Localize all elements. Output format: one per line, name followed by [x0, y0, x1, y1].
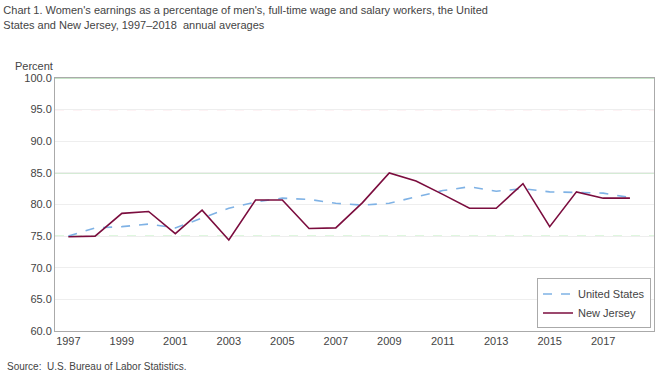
svg-text:2017: 2017: [591, 335, 615, 347]
svg-text:2009: 2009: [377, 335, 401, 347]
svg-text:2015: 2015: [537, 335, 561, 347]
svg-text:1999: 1999: [110, 335, 134, 347]
svg-text:85.0: 85.0: [30, 167, 51, 179]
svg-text:95.0: 95.0: [30, 103, 51, 115]
svg-text:Source: U.S. Bureau of Labor: Source: U.S. Bureau of Labor Statistics.: [7, 361, 187, 372]
svg-text:2013: 2013: [484, 335, 508, 347]
svg-text:70.0: 70.0: [30, 262, 51, 274]
svg-text:100.0: 100.0: [24, 72, 52, 84]
svg-text:65.0: 65.0: [30, 293, 51, 305]
svg-text:2005: 2005: [270, 335, 294, 347]
svg-text:2011: 2011: [431, 335, 455, 347]
svg-text:1997: 1997: [56, 335, 80, 347]
svg-text:80.0: 80.0: [30, 198, 51, 210]
svg-text:60.0: 60.0: [30, 325, 51, 337]
svg-text:2007: 2007: [324, 335, 348, 347]
svg-text:2003: 2003: [217, 335, 241, 347]
svg-text:90.0: 90.0: [30, 135, 51, 147]
svg-text:2001: 2001: [163, 335, 187, 347]
svg-text:Chart 1. Women's earnings as a: Chart 1. Women's earnings as a percentag…: [3, 4, 488, 30]
svg-text:Percent: Percent: [15, 60, 53, 72]
svg-text:United States: United States: [578, 288, 645, 300]
svg-text:New Jersey: New Jersey: [578, 307, 636, 319]
svg-text:75.0: 75.0: [30, 230, 51, 242]
